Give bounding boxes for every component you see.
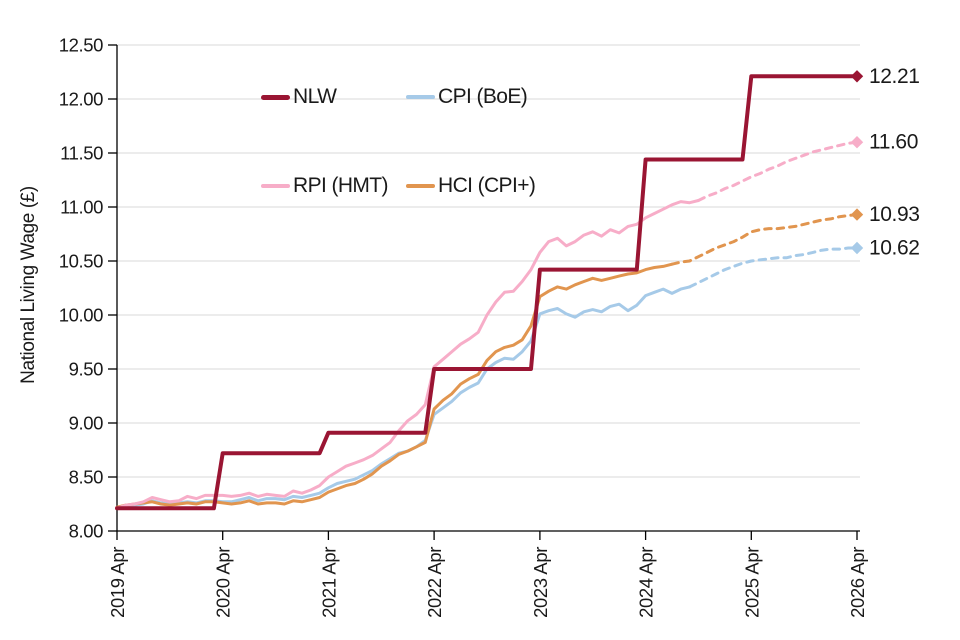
x-tick-label: 2026 Apr: [847, 547, 868, 618]
y-axis-title: National Living Wage (£): [18, 186, 39, 384]
y-tick-label: 11.50: [60, 143, 103, 164]
legend-label-rpi: RPI (HMT): [293, 174, 389, 197]
x-tick-label: 2024 Apr: [636, 547, 657, 618]
end-value-label-cpi-boe-: 10.62: [869, 237, 920, 260]
series-line-nlw: [115, 74, 859, 511]
legend-label-cpi: CPI (BoE): [438, 85, 528, 108]
end-value-label-nlw: 12.21: [869, 65, 920, 88]
y-tick-label: 10.50: [59, 251, 103, 272]
legend-item-hci: HCI (CPI+): [406, 174, 536, 198]
x-tick-label: 2020 Apr: [213, 547, 234, 618]
end-value-label-hci-cpi-: 10.93: [869, 203, 920, 226]
x-tick-label: 2023 Apr: [530, 547, 551, 618]
series-line-rpi-hmt-: [115, 199, 700, 510]
series-line-hci-cpi-: [115, 262, 674, 509]
y-tick-label: 9.00: [69, 413, 104, 434]
x-tick-label: 2021 Apr: [318, 547, 339, 618]
x-tick-label: 2019 Apr: [107, 547, 128, 618]
legend-item-cpi: CPI (BoE): [406, 85, 528, 109]
legend-swatch-hci: [406, 184, 435, 188]
end-marker-hci-cpi-: [850, 208, 864, 221]
series-forecast-rpi-hmt-: [696, 140, 859, 202]
series-line-cpi-boe-: [115, 285, 692, 510]
series-forecast-cpi-boe-: [688, 246, 859, 289]
y-tick-label: 9.50: [69, 359, 104, 380]
legend-swatch-nlw: [261, 94, 290, 100]
y-tick-label: 10.00: [59, 305, 103, 326]
y-tick-label: 12.50: [59, 35, 103, 56]
x-tick-label: 2022 Apr: [424, 547, 445, 618]
y-tick-label: 11.00: [60, 197, 103, 218]
series-forecast-hci-cpi-: [670, 213, 859, 266]
x-tick-label: 2025 Apr: [741, 547, 762, 618]
legend-swatch-cpi: [406, 95, 435, 99]
legend-label-nlw: NLW: [293, 85, 337, 108]
legend-item-nlw: NLW: [261, 85, 337, 109]
legend-item-rpi: RPI (HMT): [261, 174, 389, 198]
legend-swatch-rpi: [261, 184, 290, 188]
end-value-label-rpi-hmt-: 11.60: [869, 131, 918, 154]
end-marker-rpi-hmt-: [850, 136, 864, 149]
y-tick-label: 8.00: [69, 521, 104, 542]
y-tick-label: 8.50: [69, 467, 104, 488]
end-marker-cpi-boe-: [850, 241, 864, 255]
y-tick-label: 12.00: [59, 89, 103, 110]
end-marker-nlw: [850, 70, 864, 83]
legend-label-hci: HCI (CPI+): [438, 174, 536, 197]
